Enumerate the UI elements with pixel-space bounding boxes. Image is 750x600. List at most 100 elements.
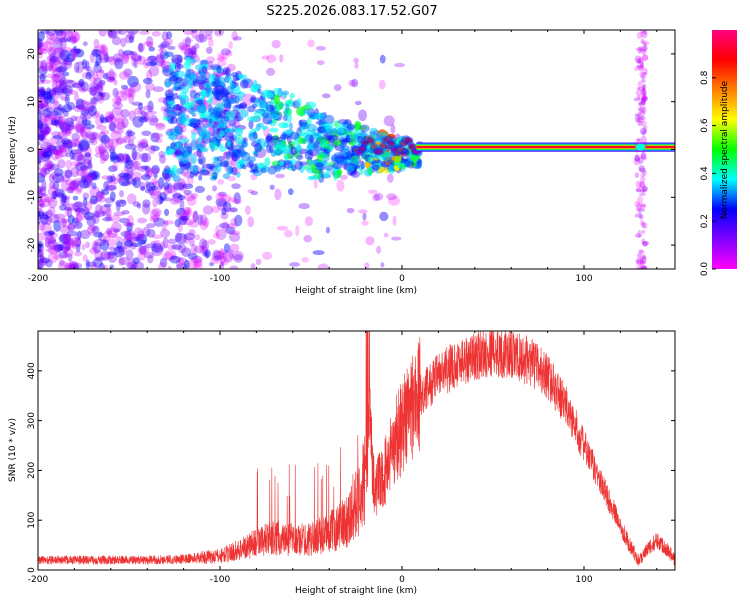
spectrogram-cell [99,55,105,61]
spectrogram-cell [270,135,279,140]
spectrogram-cell [285,114,293,123]
spectrogram-cell [40,222,52,234]
spectrogram-cell [642,96,648,102]
spectrogram-cell [158,262,167,269]
spectrogram-cell [296,143,302,154]
spectrogram-cell [38,120,43,130]
spectrogram-cell [107,139,119,148]
spectrogram-cell [215,225,220,237]
spectrogram-cell [231,30,238,42]
spectrogram-cell [45,107,56,113]
spectrogram-cell [191,131,197,142]
spectrogram-cell [218,222,230,229]
spectrogram-cell [405,138,412,143]
spectrogram-cell [643,67,648,75]
spectrogram-cell [206,195,213,201]
spectrogram-cell [53,97,59,106]
spectrogram-cell [38,130,46,141]
spectrogram-cell [305,101,317,109]
spectrogram-cell [370,144,377,150]
spectrogram-cell [128,232,137,239]
spectrogram-cell [261,55,270,60]
spectrogram-cell [642,185,648,193]
spectrogram-cell [192,210,199,223]
spectrogram-cell [69,47,79,58]
spectrogram-cell [219,261,225,267]
spectrogram-cell [637,230,641,238]
spectrogram-cell [74,137,81,148]
spectrogram-cell [54,30,64,37]
spectrogram-cell [231,134,237,141]
spectrogram-cell [205,46,213,54]
spectrogram-cell [38,190,43,199]
spectrogram-cell [250,95,257,103]
spectrogram-cell [65,152,71,158]
spectrogram-cell [148,55,158,62]
spectrogram-cell [125,134,131,140]
spectrogram-cell [60,175,71,183]
spectrogram-cell [39,193,50,204]
spectrogram-cell [242,93,254,106]
spectrogram-cell [131,101,143,106]
spectrogram-cell [310,163,316,173]
spectrogram-cell [132,201,141,207]
spectrogram-cell [126,173,133,185]
spectrogram-cell [197,136,203,144]
spectrogram-cell [642,94,647,102]
spectrogram-cell [91,112,100,119]
spectrogram-cell [53,37,63,49]
spectrogram-cell [85,241,91,249]
spectrogram-cell [64,245,71,250]
spectrogram-cell [321,93,331,99]
spectrogram-cell [132,236,142,242]
spectrogram-cell [272,87,282,98]
spectrogram-cell [126,30,139,35]
spectrogram-cell [116,153,125,163]
spectrogram-cell [167,97,174,105]
spectrogram-cell [193,124,199,129]
spectrogram-cell [107,30,118,39]
spectrogram-cell [345,134,351,142]
spectrogram-cell [38,44,44,54]
spectrogram-cell [48,229,56,236]
spectrogram-cell [105,227,113,235]
spectrogram-cell [128,34,135,44]
spectrogram-cell [47,46,57,58]
spectrogram-cell [638,211,642,219]
spectrogram-cell [38,260,48,266]
spectrogram-cell [199,245,206,255]
spectrogram-cell [315,120,326,125]
spectrogram-cell [639,127,647,135]
spectrogram-cell [38,119,44,130]
spectrogram-cell [633,157,641,166]
spectrogram-cell [99,156,106,164]
spectrogram-cell [89,198,99,205]
spectrogram-cell [369,127,379,137]
spectrogram-cell [404,160,412,168]
spectrogram-cell [276,225,289,231]
spectrogram-cell [40,167,47,178]
spectrogram-cell [234,104,245,109]
spectrogram-cell [357,209,368,214]
spectrogram-cell [225,66,231,74]
spectrogram-cell [213,84,225,95]
spectrogram-cell [99,204,111,214]
spectrogram-cell [184,73,189,79]
spectrogram-cell [141,203,151,215]
spectrogram-cell [84,145,92,158]
spectrogram-cell [169,62,177,71]
spectrogram-cell [185,209,190,222]
spectrogram-cell [88,231,95,236]
spectrogram-cell [82,106,95,114]
spectrogram-cell [144,189,151,194]
spectrogram-cell [47,245,60,256]
spectrogram-cell [170,255,178,260]
spectrogram-cell [68,180,80,191]
spectrogram-cell [200,166,206,173]
spectrogram-cell [44,196,55,203]
spectrogram-cell [279,54,284,63]
spectrogram-cell [198,30,205,43]
spectrogram-cell [142,105,153,111]
spectrogram-cell [120,37,127,48]
spectrogram-cell [642,189,647,193]
